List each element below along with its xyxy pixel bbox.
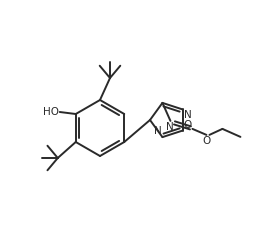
- Text: O: O: [202, 136, 211, 146]
- Text: HO: HO: [43, 107, 59, 117]
- Text: N: N: [154, 126, 161, 136]
- Text: N: N: [166, 122, 173, 132]
- Text: N: N: [184, 110, 191, 120]
- Text: O: O: [184, 120, 192, 130]
